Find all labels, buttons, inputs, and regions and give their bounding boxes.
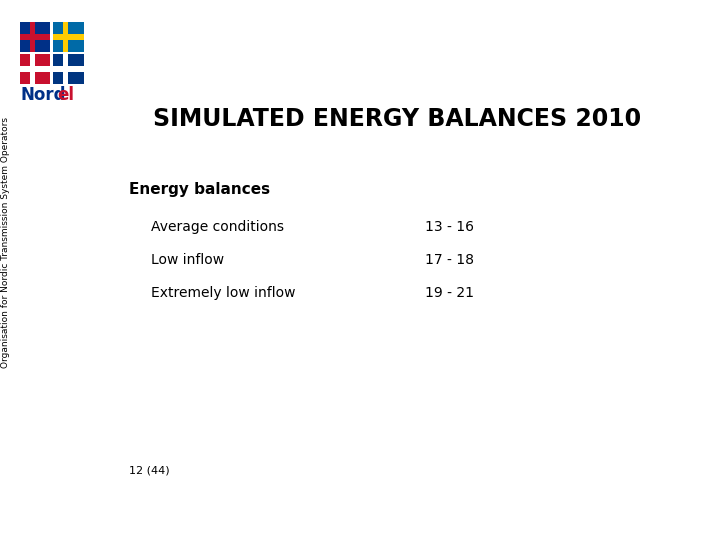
Text: 19 - 21: 19 - 21 [425, 287, 474, 300]
Text: Organisation for Nordic Transmission System Operators: Organisation for Nordic Transmission Sys… [1, 118, 10, 368]
Text: 13 - 16: 13 - 16 [425, 220, 474, 234]
Text: SIMULATED ENERGY BALANCES 2010: SIMULATED ENERGY BALANCES 2010 [153, 107, 641, 131]
Text: Average conditions: Average conditions [151, 220, 284, 234]
Text: 12 (44): 12 (44) [129, 465, 170, 475]
Text: Extremely low inflow: Extremely low inflow [151, 287, 296, 300]
Text: Energy balances: Energy balances [129, 182, 270, 197]
Text: 17 - 18: 17 - 18 [425, 253, 474, 267]
Text: Low inflow: Low inflow [151, 253, 225, 267]
Text: Nord: Nord [20, 86, 66, 104]
Text: el: el [58, 86, 75, 104]
